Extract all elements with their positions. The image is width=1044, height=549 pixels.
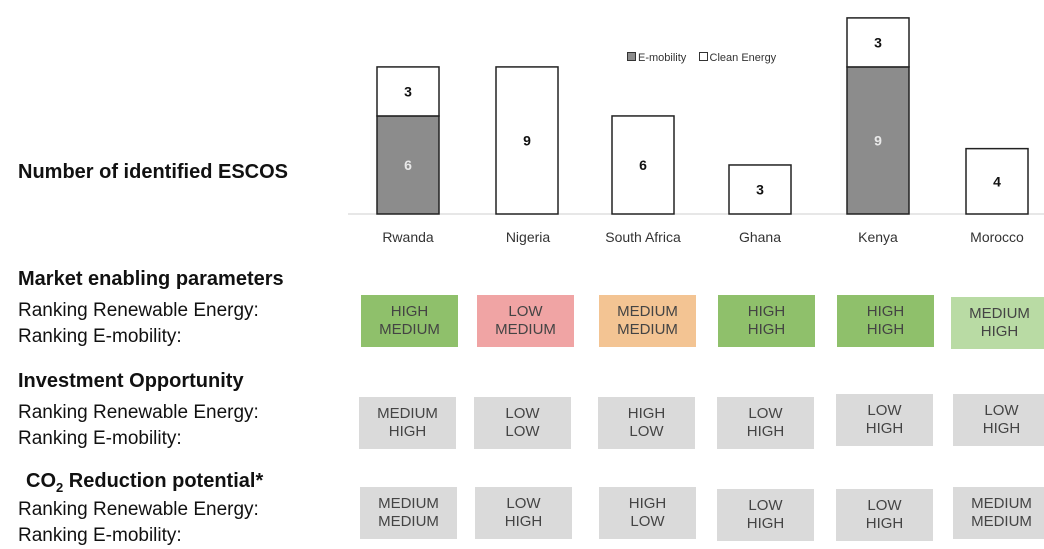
legend-item-clean-energy: Clean Energy (698, 52, 777, 64)
investment-em-morocco: HIGH (982, 420, 1021, 437)
legend-swatch-clean-energy (698, 52, 708, 61)
co2-re-kenya: LOW (867, 497, 902, 514)
investment-re-nigeria: LOW (505, 405, 540, 422)
legend-swatch-e-mobility (627, 52, 636, 61)
bar-clean-energy-rwanda (376, 66, 440, 117)
escos-heading: Number of identified ESCOS (18, 161, 289, 183)
investment-em-nigeria: LOW (505, 423, 540, 440)
investment-em-ghana: HIGH (746, 423, 785, 440)
co2-em-south-africa: LOW (630, 513, 665, 530)
market-em-nigeria: MEDIUM (495, 321, 556, 338)
co2-ranking-re-label: Ranking Renewable Energy: (18, 499, 259, 520)
market-re-south-africa: MEDIUM (617, 303, 678, 320)
co2-box-kenya: LOW HIGH (836, 489, 933, 541)
market-re-kenya: HIGH (866, 303, 905, 320)
market-heading: Market enabling parameters (18, 268, 284, 290)
investment-box-rwanda: MEDIUM HIGH (359, 397, 456, 449)
category-label-morocco: Morocco (970, 229, 1024, 245)
co2-heading-post: Reduction potential* (63, 470, 264, 492)
co2-em-ghana: HIGH (746, 515, 785, 532)
stacked-bar-chart: 6 3 9 6 3 9 3 4 (348, 17, 1044, 215)
investment-ranking-re-label: Ranking Renewable Energy: (18, 402, 259, 423)
co2-box-rwanda: MEDIUM MEDIUM (360, 487, 457, 539)
co2-re-nigeria: LOW (506, 495, 541, 512)
market-box-ghana: HIGH HIGH (718, 295, 815, 347)
investment-ranking-em-label: Ranking E-mobility: (18, 428, 182, 449)
category-label-nigeria: Nigeria (505, 229, 551, 245)
category-label-south-africa: South Africa (605, 229, 681, 245)
co2-box-ghana: LOW HIGH (717, 489, 814, 541)
co2-box-south-africa: HIGH LOW (599, 487, 696, 539)
data-label-e-mobility-rwanda: 6 (404, 157, 412, 173)
bar-clean-energy-morocco (965, 147, 1029, 215)
market-re-ghana: HIGH (747, 303, 786, 320)
co2-em-morocco: MEDIUM (971, 513, 1032, 530)
co2-re-ghana: LOW (748, 497, 783, 514)
legend-label-clean-energy: Clean Energy (709, 52, 777, 64)
data-label-clean-energy-kenya: 3 (874, 34, 882, 50)
investment-box-kenya: LOW HIGH (836, 394, 933, 446)
co2-re-morocco: MEDIUM (971, 495, 1032, 512)
market-em-kenya: HIGH (866, 321, 905, 338)
market-re-morocco: MEDIUM (969, 305, 1030, 322)
investment-box-ghana: LOW HIGH (717, 397, 814, 449)
co2-heading: CO2 Reduction potential* (26, 470, 263, 495)
investment-re-morocco: LOW (984, 402, 1019, 419)
market-em-ghana: HIGH (747, 321, 786, 338)
data-label-clean-energy-ghana: 3 (756, 181, 764, 197)
market-box-morocco: MEDIUM HIGH (951, 297, 1044, 349)
co2-box-morocco: MEDIUM MEDIUM (953, 487, 1044, 539)
market-em-morocco: HIGH (980, 323, 1019, 340)
investment-re-south-africa: HIGH (627, 405, 666, 422)
market-box-nigeria: LOW MEDIUM (477, 295, 574, 347)
investment-em-south-africa: LOW (629, 423, 664, 440)
co2-ranking-em-label: Ranking E-mobility: (18, 525, 182, 546)
market-box-kenya: HIGH HIGH (837, 295, 934, 347)
data-label-clean-energy-rwanda: 3 (404, 83, 412, 99)
investment-re-rwanda: MEDIUM (377, 405, 438, 422)
bar-e-mobility-kenya (846, 66, 910, 215)
category-label-kenya: Kenya (858, 229, 898, 245)
data-label-e-mobility-kenya: 9 (874, 132, 882, 148)
legend-item-e-mobility: E-mobility (627, 52, 686, 64)
investment-box-south-africa: HIGH LOW (598, 397, 695, 449)
market-re-nigeria: LOW (508, 303, 543, 320)
investment-re-ghana: LOW (748, 405, 783, 422)
data-label-clean-energy-nigeria: 9 (523, 132, 531, 148)
data-label-clean-energy-south-africa: 6 (639, 157, 647, 173)
market-box-south-africa: MEDIUM MEDIUM (599, 295, 696, 347)
market-box-rwanda: HIGH MEDIUM (361, 295, 458, 347)
co2-re-rwanda: MEDIUM (378, 495, 439, 512)
investment-em-kenya: HIGH (865, 420, 904, 437)
bar-clean-energy-south-africa (611, 115, 675, 215)
investment-box-nigeria: LOW LOW (474, 397, 571, 449)
bar-clean-energy-kenya (846, 17, 910, 68)
chart-legend: E-mobility Clean Energy (627, 52, 776, 64)
co2-em-nigeria: HIGH (504, 513, 543, 530)
data-label-clean-energy-morocco: 4 (993, 173, 1001, 189)
market-re-rwanda: HIGH (390, 303, 429, 320)
co2-heading-sub: 2 (56, 480, 64, 495)
co2-heading-pre: CO (26, 470, 56, 492)
investment-box-morocco: LOW HIGH (953, 394, 1044, 446)
investment-heading: Investment Opportunity (18, 370, 244, 392)
investment-em-rwanda: HIGH (388, 423, 427, 440)
category-label-ghana: Ghana (738, 229, 782, 245)
market-em-south-africa: MEDIUM (617, 321, 678, 338)
market-em-rwanda: MEDIUM (379, 321, 440, 338)
legend-label-e-mobility: E-mobility (638, 52, 687, 64)
co2-box-nigeria: LOW HIGH (475, 487, 572, 539)
category-label-rwanda: Rwanda (382, 229, 434, 245)
investment-re-kenya: LOW (867, 402, 902, 419)
market-ranking-em-label: Ranking E-mobility: (18, 326, 182, 347)
co2-re-south-africa: HIGH (628, 495, 667, 512)
bar-clean-energy-ghana (728, 164, 792, 215)
market-ranking-re-label: Ranking Renewable Energy: (18, 300, 259, 321)
bar-clean-energy-nigeria (495, 66, 559, 215)
co2-em-rwanda: MEDIUM (378, 513, 439, 530)
bar-e-mobility-rwanda (376, 115, 440, 215)
co2-em-kenya: HIGH (865, 515, 904, 532)
